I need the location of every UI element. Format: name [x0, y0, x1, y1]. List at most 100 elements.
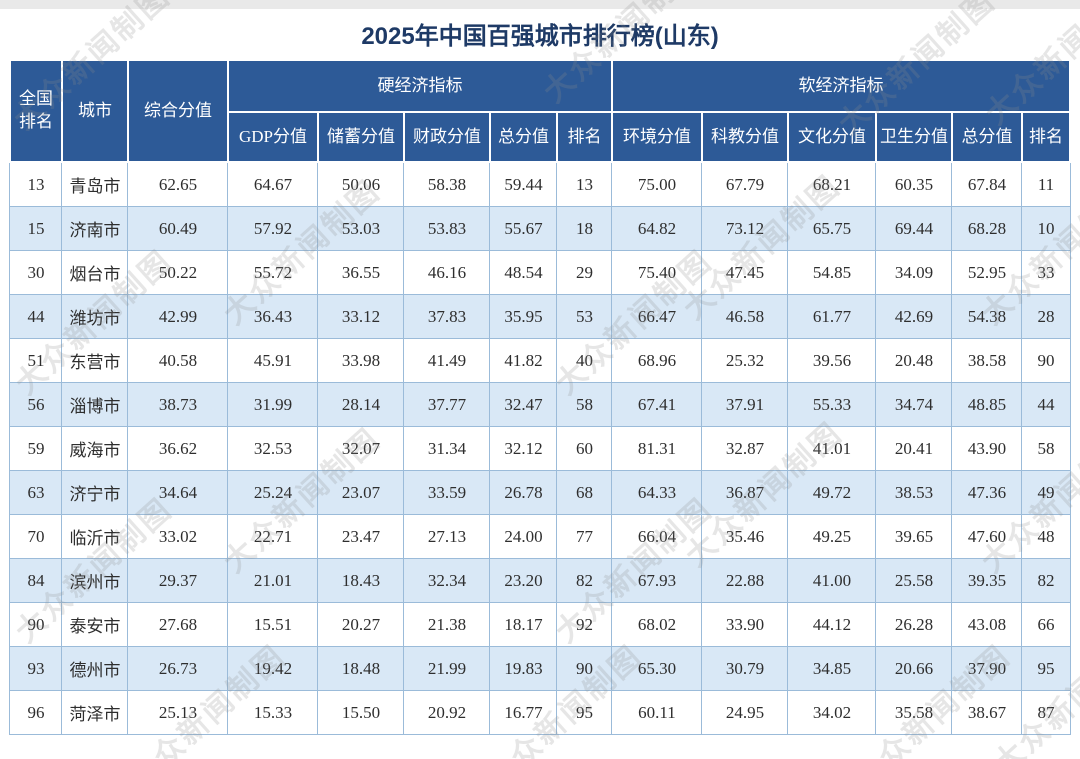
cell-fiscal-score: 32.34	[403, 558, 491, 603]
cell-gdp-score: 15.51	[227, 602, 319, 647]
cell-sci-edu-score: 36.87	[701, 470, 789, 515]
cell-hard-total-score: 24.00	[489, 514, 558, 559]
cell-city: 临沂市	[61, 514, 129, 559]
cell-environment-score: 68.02	[611, 602, 703, 647]
cell-environment-score: 67.93	[611, 558, 703, 603]
cell-health-score: 20.66	[875, 646, 953, 691]
cell-gdp-score: 22.71	[227, 514, 319, 559]
cell-hard-rank: 13	[556, 161, 613, 207]
cell-national-rank: 93	[9, 646, 63, 691]
cell-health-score: 38.53	[875, 470, 953, 515]
table-row: 30 烟台市 50.22 55.72 36.55 46.16 48.54 29 75.40 47.…	[9, 250, 1071, 295]
cell-soft-rank: 82	[1021, 558, 1071, 603]
cell-savings-score: 33.12	[317, 294, 405, 339]
cell-fiscal-score: 21.38	[403, 602, 491, 647]
cell-composite-score: 36.62	[127, 426, 229, 471]
cell-environment-score: 75.00	[611, 161, 703, 207]
col-header-environment-score: 环境分值	[610, 111, 703, 163]
cell-environment-score: 64.33	[611, 470, 703, 515]
cell-savings-score: 36.55	[317, 250, 405, 295]
top-edge-strip	[0, 0, 1080, 9]
cell-fiscal-score: 58.38	[403, 161, 491, 207]
cell-soft-total-score: 38.58	[951, 338, 1023, 383]
col-header-soft-total-score: 总分值	[950, 111, 1023, 163]
cell-composite-score: 29.37	[127, 558, 229, 603]
cell-sci-edu-score: 47.45	[701, 250, 789, 295]
cell-culture-score: 49.25	[787, 514, 877, 559]
cell-sci-edu-score: 35.46	[701, 514, 789, 559]
col-group-soft-economy: 软经济指标	[610, 59, 1072, 113]
cell-gdp-score: 57.92	[227, 206, 319, 251]
cell-composite-score: 60.49	[127, 206, 229, 251]
cell-city: 东营市	[61, 338, 129, 383]
cell-sci-edu-score: 30.79	[701, 646, 789, 691]
cell-hard-total-score: 18.17	[489, 602, 558, 647]
cell-culture-score: 41.00	[787, 558, 877, 603]
cell-hard-rank: 18	[556, 206, 613, 251]
cell-gdp-score: 31.99	[227, 382, 319, 427]
col-header-city: 城市	[60, 59, 129, 163]
cell-hard-total-score: 26.78	[489, 470, 558, 515]
col-header-health-score: 卫生分值	[874, 111, 953, 163]
cell-health-score: 42.69	[875, 294, 953, 339]
cell-sci-edu-score: 73.12	[701, 206, 789, 251]
cell-environment-score: 67.41	[611, 382, 703, 427]
cell-hard-total-score: 35.95	[489, 294, 558, 339]
cell-national-rank: 44	[9, 294, 63, 339]
cell-city: 青岛市	[61, 161, 129, 207]
cell-gdp-score: 45.91	[227, 338, 319, 383]
col-header-hard-rank: 排名	[555, 111, 613, 163]
cell-soft-rank: 66	[1021, 602, 1071, 647]
cell-environment-score: 81.31	[611, 426, 703, 471]
cell-health-score: 35.58	[875, 690, 953, 735]
cell-soft-rank: 44	[1021, 382, 1071, 427]
cell-city: 德州市	[61, 646, 129, 691]
cell-soft-rank: 49	[1021, 470, 1071, 515]
col-header-gdp-score: GDP分值	[226, 111, 319, 163]
cell-hard-rank: 58	[556, 382, 613, 427]
cell-soft-rank: 58	[1021, 426, 1071, 471]
cell-fiscal-score: 37.83	[403, 294, 491, 339]
table-row: 63 济宁市 34.64 25.24 23.07 33.59 26.78 68 64.33 36.…	[9, 470, 1071, 515]
cell-soft-total-score: 43.90	[951, 426, 1023, 471]
cell-savings-score: 23.47	[317, 514, 405, 559]
cell-hard-rank: 60	[556, 426, 613, 471]
table-row: 96 菏泽市 25.13 15.33 15.50 20.92 16.77 95 60.11 24.…	[9, 690, 1071, 735]
table-row: 59 威海市 36.62 32.53 32.07 31.34 32.12 60 81.31 32.…	[9, 426, 1071, 471]
cell-hard-total-score: 19.83	[489, 646, 558, 691]
cell-sci-edu-score: 22.88	[701, 558, 789, 603]
cell-hard-total-score: 55.67	[489, 206, 558, 251]
col-header-composite-score: 综合分值	[126, 59, 229, 163]
cell-hard-total-score: 41.82	[489, 338, 558, 383]
cell-savings-score: 50.06	[317, 161, 405, 207]
cell-city: 潍坊市	[61, 294, 129, 339]
cell-national-rank: 13	[9, 161, 63, 207]
cell-city: 济南市	[61, 206, 129, 251]
cell-soft-rank: 90	[1021, 338, 1071, 383]
col-header-soft-rank: 排名	[1020, 111, 1072, 163]
cell-hard-rank: 82	[556, 558, 613, 603]
cell-fiscal-score: 37.77	[403, 382, 491, 427]
cell-environment-score: 66.04	[611, 514, 703, 559]
table-row: 56 淄博市 38.73 31.99 28.14 37.77 32.47 58 67.41 37.…	[9, 382, 1071, 427]
cell-environment-score: 68.96	[611, 338, 703, 383]
cell-composite-score: 33.02	[127, 514, 229, 559]
cell-soft-total-score: 48.85	[951, 382, 1023, 427]
cell-city: 烟台市	[61, 250, 129, 295]
cell-health-score: 26.28	[875, 602, 953, 647]
cell-savings-score: 23.07	[317, 470, 405, 515]
cell-health-score: 34.74	[875, 382, 953, 427]
cell-soft-total-score: 68.28	[951, 206, 1023, 251]
col-group-hard-economy: 硬经济指标	[226, 59, 613, 113]
cell-gdp-score: 25.24	[227, 470, 319, 515]
col-header-sci-edu-score: 科教分值	[700, 111, 789, 163]
cell-soft-rank: 11	[1021, 161, 1071, 207]
cell-gdp-score: 55.72	[227, 250, 319, 295]
cell-gdp-score: 36.43	[227, 294, 319, 339]
cell-soft-total-score: 38.67	[951, 690, 1023, 735]
cell-environment-score: 60.11	[611, 690, 703, 735]
cell-sci-edu-score: 67.79	[701, 161, 789, 207]
cell-health-score: 60.35	[875, 161, 953, 207]
cell-soft-total-score: 37.90	[951, 646, 1023, 691]
cell-soft-rank: 48	[1021, 514, 1071, 559]
